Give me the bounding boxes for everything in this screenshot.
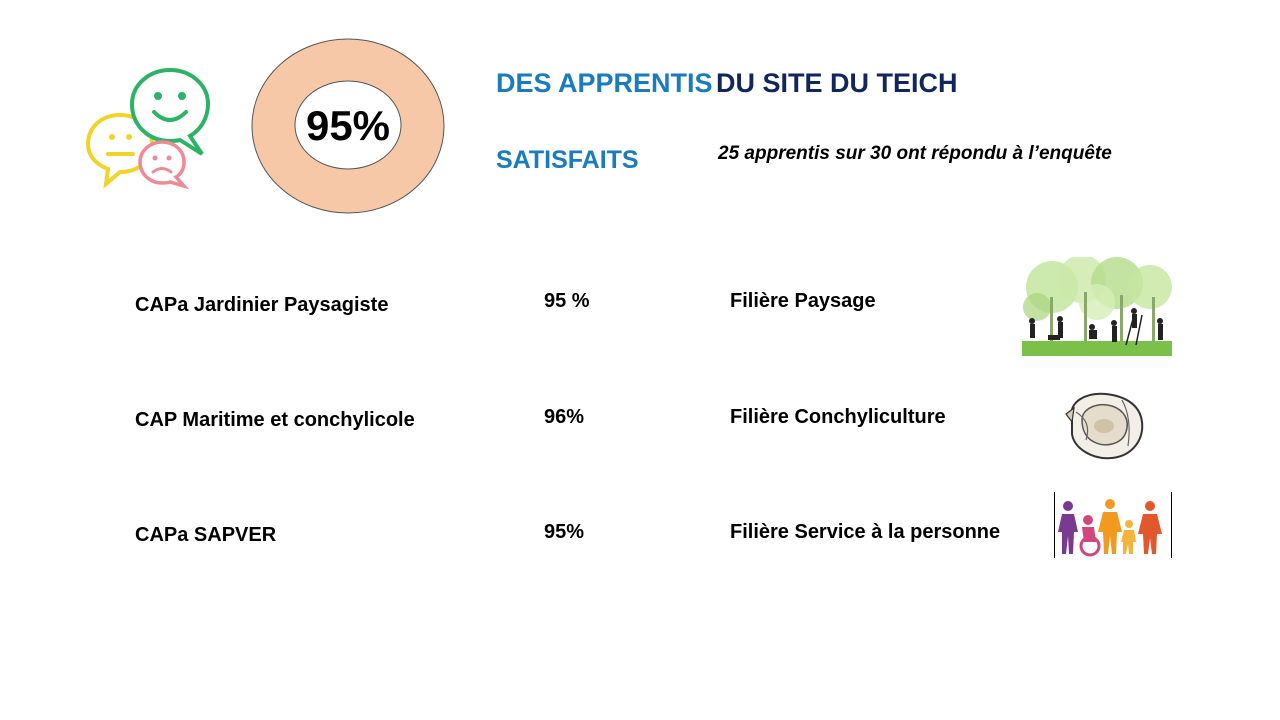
sector-name: Filière Conchyliculture [730, 406, 946, 428]
satisfaction-smileys-icon [85, 67, 211, 190]
family-people-picture [1054, 492, 1172, 558]
sad-face-icon [138, 140, 190, 190]
sector-name: Filière Paysage [730, 290, 876, 312]
title-site: DU SITE DU TEICH [716, 68, 958, 98]
course-name: CAPa SAPVER [135, 524, 277, 546]
survey-note: 25 apprentis sur 30 ont répondu à l’enqu… [718, 143, 1112, 164]
landscape-gardeners-picture [1022, 257, 1172, 356]
course-name: CAPa Jardinier Paysagiste [135, 294, 389, 316]
happy-face-icon [129, 67, 211, 156]
satisfaction-rate: 96% [544, 406, 585, 428]
title-apprentis: DES APPRENTIS [496, 68, 713, 98]
title-satisfied: SATISFAITS [496, 146, 639, 174]
donut-value: 95% [305, 102, 391, 149]
course-name: CAP Maritime et conchylicole [135, 409, 415, 431]
donut-percentage: 95% [251, 38, 445, 214]
sector-name: Filière Service à la personne [730, 521, 1001, 543]
satisfaction-donut [251, 38, 445, 214]
oyster-picture [1065, 392, 1144, 460]
satisfaction-rate: 95 % [544, 290, 590, 312]
satisfaction-rate: 95% [544, 521, 585, 543]
